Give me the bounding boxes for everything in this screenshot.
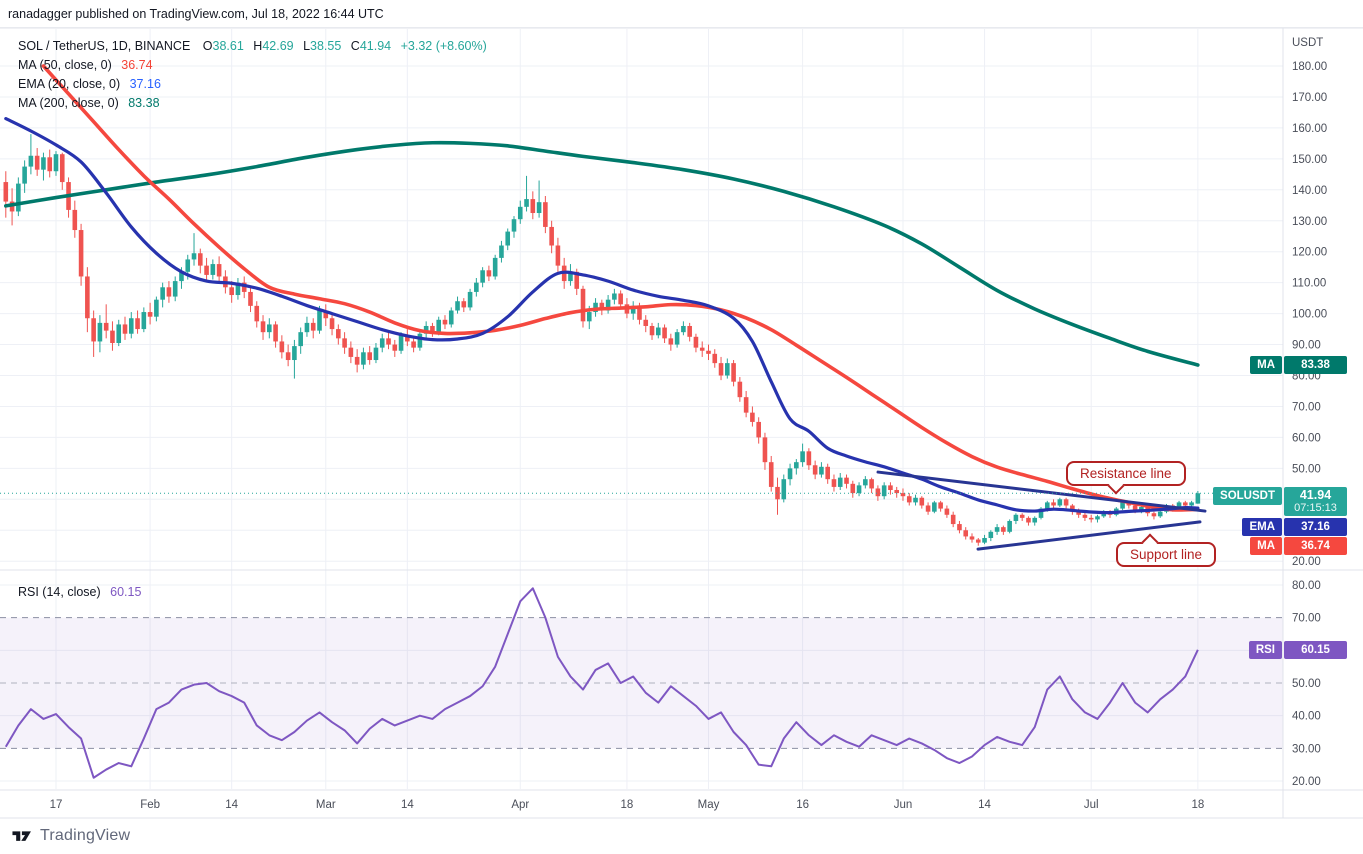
axis-tick-label: 50.00 xyxy=(1292,463,1321,475)
axis-tick-label: 80.00 xyxy=(1292,580,1321,592)
axis-tick-label: 120.00 xyxy=(1292,247,1327,259)
axis-tick-label: 70.00 xyxy=(1292,613,1321,625)
axis-tick-label: 70.00 xyxy=(1292,401,1321,413)
ema20-value: 37.16 xyxy=(129,77,161,91)
chart-legend: SOL / TetherUS, 1D, BINANCE O38.61 H42.6… xyxy=(18,37,487,113)
ma50-value: 36.74 xyxy=(121,58,153,72)
axis-tick-label: 20.00 xyxy=(1292,556,1321,568)
candles-layer xyxy=(3,134,1201,546)
support-line-callout[interactable]: Support line xyxy=(1116,533,1217,567)
axis-tick-label: 18 xyxy=(1191,799,1204,811)
tradingview-logo-icon xyxy=(12,831,31,841)
axis-tick-label: 14 xyxy=(978,799,991,811)
axis-tick-label: 160.00 xyxy=(1292,123,1327,135)
ma50-price-badge: MA 36.74 xyxy=(1155,537,1347,555)
rsi-line[interactable] xyxy=(4,587,1199,779)
ohlc-high: H42.69 xyxy=(253,39,294,53)
ohlc-low: L38.55 xyxy=(303,39,342,53)
rsi-value-badge: RSI 60.15 xyxy=(1155,641,1347,659)
publish-header: ranadagger published on TradingView.com,… xyxy=(0,0,1363,28)
axis-tick-label: 90.00 xyxy=(1292,340,1321,352)
axis-tick-label: Apr xyxy=(511,799,529,811)
axis-tick-label: USDT xyxy=(1292,37,1323,49)
axis-tick-label: 60.00 xyxy=(1292,432,1321,444)
axis-tick-label: Jun xyxy=(894,799,913,811)
ma200-value: 83.38 xyxy=(128,96,160,110)
axis-tick-label: 17 xyxy=(50,799,63,811)
axis-tick-label: 18 xyxy=(621,799,634,811)
axis-tick-label: 20.00 xyxy=(1292,776,1321,788)
time-axis[interactable]: 17 Feb 14 Mar 14 Apr 18 May 16 Jun 14 Jul 18 xyxy=(50,799,1205,811)
ma200-line[interactable] xyxy=(4,140,1200,367)
rsi-value: 60.15 xyxy=(110,585,142,599)
ema20-legend-row[interactable]: EMA (20, close, 0) 37.16 xyxy=(18,77,161,91)
axis-tick-label: 14 xyxy=(225,799,238,811)
axis-tick-label: Mar xyxy=(316,799,336,811)
main-pane[interactable] xyxy=(0,64,1283,551)
price-change: +3.32 (+8.60%) xyxy=(400,39,487,53)
axis-tick-label: 40.00 xyxy=(1292,711,1321,723)
axis-tick-label: 150.00 xyxy=(1292,154,1327,166)
axis-tick-label: 180.00 xyxy=(1292,61,1327,73)
axis-tick-label: 140.00 xyxy=(1292,185,1327,197)
ema20-price-badge: EMA 37.16 xyxy=(1155,518,1347,536)
axis-tick-label: 30.00 xyxy=(1292,743,1321,755)
axis-tick-label: 14 xyxy=(401,799,414,811)
axis-tick-label: Jul xyxy=(1084,799,1099,811)
axis-tick-label: May xyxy=(698,799,720,811)
ohlc-close: C41.94 xyxy=(350,39,392,53)
symbol-title: SOL / TetherUS, 1D, BINANCE xyxy=(18,39,191,53)
axis-tick-label: Feb xyxy=(140,799,160,811)
last-price-badge: SOLUSDT 41.94 07:15:13 xyxy=(1155,487,1347,516)
ma50-line[interactable] xyxy=(41,64,1200,512)
ohlc-open: O38.61 xyxy=(202,39,244,53)
rsi-pane[interactable] xyxy=(0,587,1283,779)
gridlines xyxy=(0,29,1283,789)
support-trendline[interactable] xyxy=(976,520,1202,551)
ma200-legend-row[interactable]: MA (200, close, 0) 83.38 xyxy=(18,96,160,110)
axis-tick-label: 110.00 xyxy=(1292,278,1326,290)
rsi-legend-row[interactable]: RSI (14, close) 60.15 xyxy=(18,585,142,599)
axis-tick-label: 170.00 xyxy=(1292,92,1327,104)
axis-tick-label: 50.00 xyxy=(1292,678,1321,690)
ema20-line[interactable] xyxy=(4,117,1200,515)
axis-tick-label: 16 xyxy=(796,799,809,811)
symbol-legend-row[interactable]: SOL / TetherUS, 1D, BINANCE O38.61 H42.6… xyxy=(18,37,487,56)
tradingview-logo[interactable]: TradingView xyxy=(10,824,130,847)
axis-tick-label: 100.00 xyxy=(1292,309,1327,321)
ma200-price-badge: MA 83.38 xyxy=(1155,356,1347,374)
axis-tick-label: 130.00 xyxy=(1292,216,1327,228)
resistance-line-callout[interactable]: Resistance line xyxy=(1066,461,1186,495)
bar-countdown: 07:15:13 xyxy=(1294,502,1337,514)
resistance-trendline[interactable] xyxy=(876,470,1207,513)
price-axis[interactable]: USDT 180.00 170.00 160.00 150.00 140.00 130.00… xyxy=(1292,37,1327,788)
ma50-legend-row[interactable]: MA (50, close, 0) 36.74 xyxy=(18,58,153,72)
